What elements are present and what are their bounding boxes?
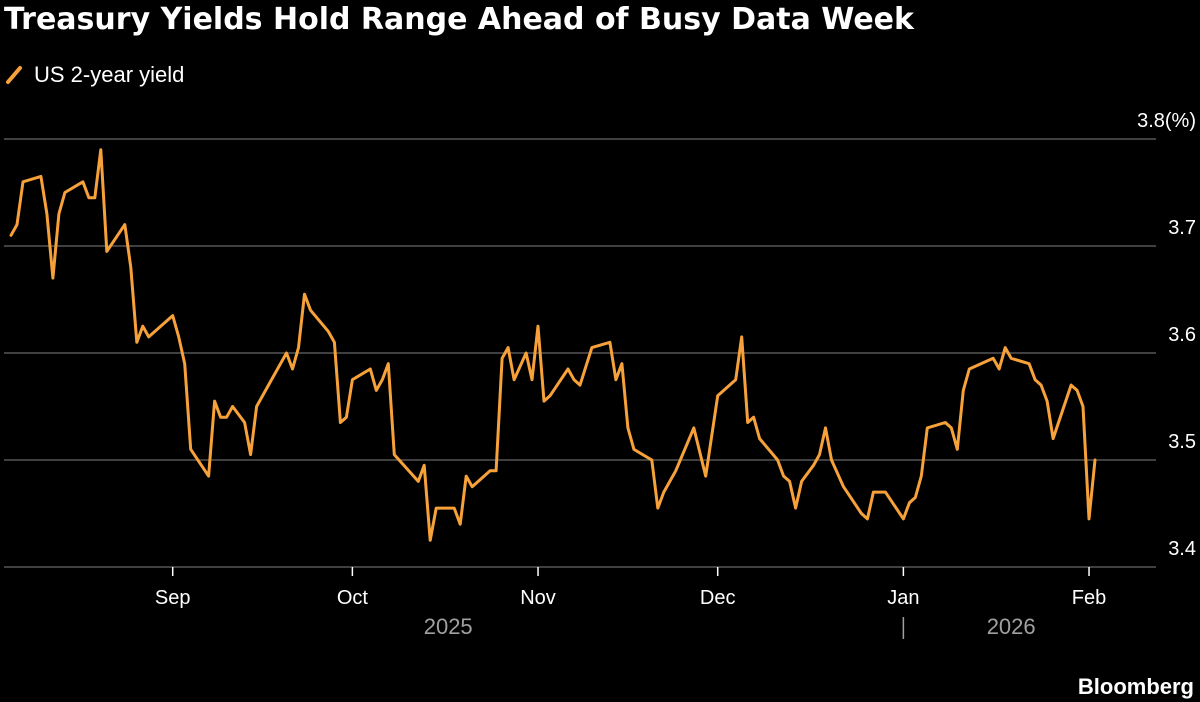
year-label: 2025 [424, 614, 473, 639]
y-tick-label: 3.8(%) [1137, 110, 1196, 132]
x-tick-label: Oct [337, 587, 369, 609]
x-tick-label: Sep [155, 587, 191, 609]
legend-label: US 2-year yield [34, 62, 185, 87]
y-tick-label: 3.7 [1168, 217, 1196, 239]
legend: US 2-year yield [4, 62, 184, 88]
x-tick-label: Jan [887, 587, 919, 609]
series-line-0 [9, 148, 1097, 542]
y-tick-label: 3.5 [1168, 431, 1196, 453]
legend-line-icon [6, 66, 22, 84]
y-tick-label: 3.6 [1168, 324, 1196, 346]
x-tick-label: Feb [1072, 587, 1106, 609]
source-label: Bloomberg [1077, 674, 1194, 699]
x-tick-label: Nov [520, 587, 556, 609]
chart-title: Treasury Yields Hold Range Ahead of Busy… [4, 2, 914, 37]
x-tick-label: Dec [700, 587, 736, 609]
year-label: 2026 [987, 614, 1036, 639]
y-tick-label: 3.4 [1168, 538, 1196, 560]
